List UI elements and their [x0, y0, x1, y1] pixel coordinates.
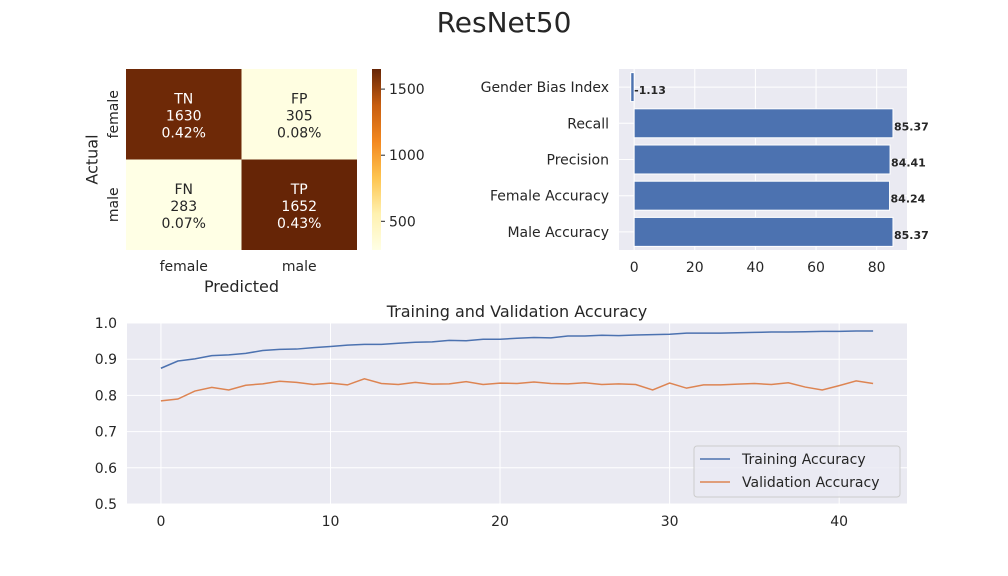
line-y-tick-label: 0.9: [95, 352, 117, 368]
line-x-tick-label: 0: [156, 514, 165, 530]
bar-value-label: 85.37: [894, 229, 929, 242]
cell-label: TP: [290, 182, 308, 198]
heatmap-y-tick-label: female: [106, 90, 122, 138]
heatmap-y-axis-label: Actual: [83, 134, 102, 184]
bar-value-label: 84.24: [891, 193, 926, 206]
line-x-tick-label: 10: [322, 514, 340, 530]
line-y-tick-label: 0.8: [95, 388, 117, 404]
line-chart-title: Training and Validation Accuracy: [386, 302, 648, 321]
bar-value-label: -1.13: [634, 84, 666, 97]
cell-count: 1630: [166, 108, 202, 124]
bar-category-label: Male Accuracy: [507, 225, 609, 241]
line-y-tick-label: 1.0: [95, 316, 117, 332]
bar-value-label: 84.41: [891, 157, 926, 170]
metric-bar: [633, 180, 891, 211]
cell-count: 283: [170, 199, 197, 215]
metric-bar: [630, 72, 635, 103]
cell-label: TN: [173, 91, 193, 107]
cell-count: 305: [286, 108, 313, 124]
colorbar-tick-label: 1500: [389, 82, 425, 98]
bar-category-label: Female Accuracy: [490, 189, 609, 205]
line-y-tick-label: 0.7: [95, 425, 117, 441]
colorbar: [372, 69, 381, 250]
cell-percent: 0.42%: [162, 125, 206, 141]
heatmap-cell: [241, 159, 357, 250]
cell-count: 1652: [281, 199, 317, 215]
cell-percent: 0.07%: [162, 216, 206, 232]
metric-bar: [633, 216, 894, 247]
metrics-bar-chart: 0 20 40 60 80 Gender Bias Index -1.13 Recall 85.…: [481, 69, 929, 276]
accuracy-line-chart: 0.5 0.6 0.7 0.8 0.9 1.0 0 10 20 30 40 Training and …: [95, 302, 907, 530]
heatmap-cell: [241, 69, 357, 160]
colorbar-tick-label: 1000: [389, 148, 425, 164]
bar-x-tick-label: 80: [868, 260, 886, 276]
heatmap-cell: [126, 159, 242, 250]
heatmap-y-tick-label: male: [106, 187, 122, 222]
bar-category-label: Precision: [547, 153, 609, 169]
legend-label: Validation Accuracy: [742, 475, 880, 491]
cell-label: FP: [291, 91, 308, 107]
figure-title: ResNet50: [436, 6, 572, 39]
series-line: [160, 330, 874, 369]
bar-value-label: 85.37: [894, 120, 929, 133]
cell-percent: 0.43%: [277, 216, 321, 232]
line-y-tick-label: 0.5: [95, 497, 117, 513]
bar-category-label: Recall: [567, 116, 609, 132]
heatmap-cell: [126, 69, 242, 160]
legend-label: Training Accuracy: [741, 452, 866, 468]
heatmap-x-axis-label: Predicted: [204, 277, 279, 296]
bar-x-tick-label: 0: [630, 260, 639, 276]
heatmap-x-tick-label: male: [282, 259, 317, 275]
cell-percent: 0.08%: [277, 125, 321, 141]
heatmap-x-tick-label: female: [160, 259, 208, 275]
line-x-tick-label: 30: [661, 514, 679, 530]
series-line: [160, 377, 874, 402]
bar-x-tick-label: 20: [686, 260, 704, 276]
bar-category-label: Gender Bias Index: [481, 80, 609, 96]
line-x-tick-label: 20: [491, 514, 509, 530]
metric-bar: [633, 144, 891, 175]
bar-x-tick-label: 60: [807, 260, 825, 276]
metric-bar: [633, 108, 894, 139]
bar-x-tick-label: 40: [747, 260, 765, 276]
colorbar-tick-label: 500: [389, 214, 416, 230]
legend-box: [693, 445, 901, 498]
line-y-tick-label: 0.6: [95, 461, 117, 477]
cell-label: FN: [174, 182, 193, 198]
line-x-tick-label: 40: [830, 514, 848, 530]
